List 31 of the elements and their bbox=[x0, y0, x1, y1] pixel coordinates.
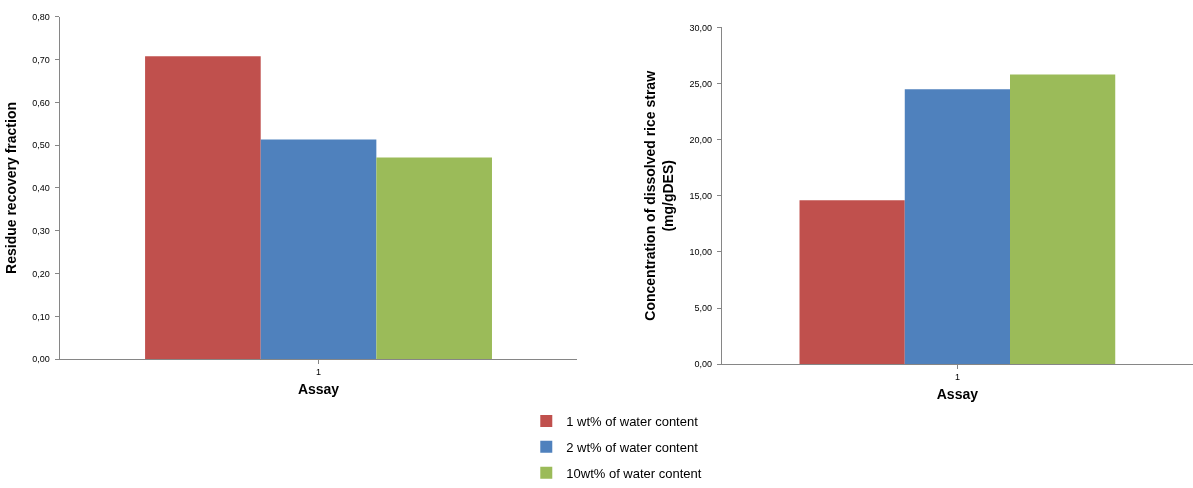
y-axis-title: Residue recovery fraction bbox=[2, 101, 19, 274]
y-tick-label: 0,60 bbox=[32, 97, 50, 108]
y-tick-label: 0,00 bbox=[32, 354, 50, 365]
bar bbox=[1010, 74, 1116, 365]
legend-label: 1 wt% of water content bbox=[566, 414, 699, 430]
y-tick-label: 0,20 bbox=[32, 268, 50, 279]
x-axis-title: Assay bbox=[297, 381, 340, 398]
y-tick-label: 0,40 bbox=[32, 183, 50, 194]
y-tick-label: 0,10 bbox=[32, 311, 50, 322]
y-tick-label: 10,00 bbox=[689, 247, 712, 258]
bar bbox=[799, 200, 905, 365]
x-tick-label: 1 bbox=[954, 371, 960, 382]
y-tick-label: 25,00 bbox=[689, 78, 712, 89]
bar bbox=[904, 89, 1011, 365]
y-tick-label: 0,50 bbox=[32, 140, 50, 151]
y-tick-label: 0,70 bbox=[32, 54, 50, 65]
x-axis-title: Assay bbox=[936, 386, 979, 403]
legend-label: 10wt% of water content bbox=[566, 465, 702, 481]
y-tick-label: 0,30 bbox=[32, 225, 50, 236]
legend-label: 2 wt% of water content bbox=[566, 439, 699, 455]
bar bbox=[145, 56, 261, 360]
y-tick-label: 30,00 bbox=[689, 22, 712, 33]
y-tick-label: 20,00 bbox=[689, 134, 712, 145]
bar bbox=[260, 139, 377, 360]
y-tick-label: 0,00 bbox=[694, 359, 712, 370]
x-tick-label: 1 bbox=[316, 366, 322, 377]
y-tick-label: 15,00 bbox=[689, 190, 712, 201]
y-tick-label: 5,00 bbox=[694, 303, 712, 314]
y-axis-title: Concentration of dissolved rice straw (mg/gDES) bbox=[641, 70, 677, 321]
y-tick-label: 0,80 bbox=[32, 11, 50, 22]
bar bbox=[376, 157, 492, 360]
